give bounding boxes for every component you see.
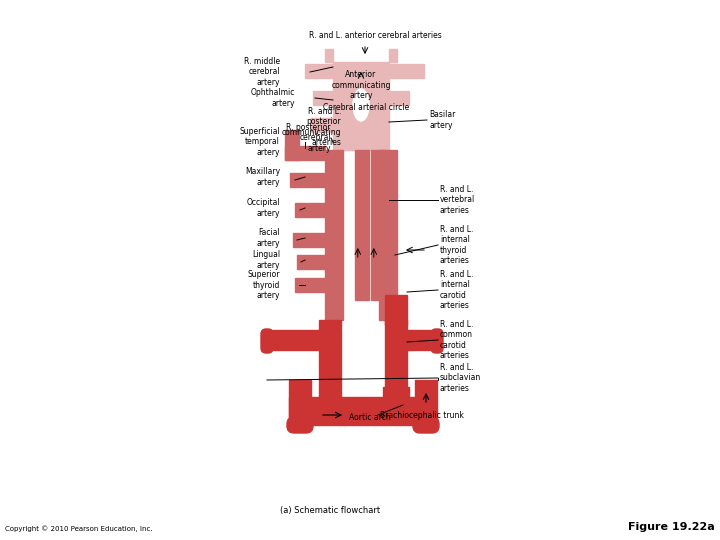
Text: R. middle
cerebral
artery: R. middle cerebral artery — [244, 57, 280, 87]
Bar — [385, 320, 407, 400]
Bar — [264, 330, 319, 350]
Text: Cerebral arterial circle: Cerebral arterial circle — [323, 103, 409, 111]
Bar — [371, 80, 389, 132]
Text: R. and L.
internal
carotid
arteries: R. and L. internal carotid arteries — [440, 270, 473, 310]
Bar — [325, 49, 333, 62]
Text: Superior
thyroid
artery: Superior thyroid artery — [248, 270, 280, 300]
Text: Maxillary
artery: Maxillary artery — [245, 167, 280, 187]
Text: Brachiocephalic trunk: Brachiocephalic trunk — [380, 410, 464, 420]
Bar — [389, 91, 409, 105]
FancyBboxPatch shape — [431, 329, 443, 353]
Text: Superficial
temporal
artery: Superficial temporal artery — [239, 127, 280, 157]
FancyBboxPatch shape — [287, 417, 313, 433]
Text: R. and L.
vertebral
arteries: R. and L. vertebral arteries — [440, 185, 475, 215]
Bar — [325, 150, 343, 320]
Text: R. and L.
internal
thyroid
arteries: R. and L. internal thyroid arteries — [440, 225, 473, 265]
Bar — [295, 203, 325, 217]
Bar — [289, 380, 311, 425]
Bar — [285, 146, 325, 160]
FancyBboxPatch shape — [261, 329, 273, 353]
Bar — [385, 295, 407, 325]
Bar — [285, 130, 299, 160]
Bar — [297, 255, 325, 269]
FancyBboxPatch shape — [413, 417, 439, 433]
Bar — [290, 173, 325, 187]
Bar — [371, 150, 385, 300]
Text: (a) Schematic flowchart: (a) Schematic flowchart — [280, 505, 380, 515]
Bar — [289, 397, 433, 425]
Text: Occipital
artery: Occipital artery — [246, 198, 280, 218]
Bar — [415, 380, 437, 425]
Bar — [333, 62, 389, 80]
Text: Figure 19.22a: Figure 19.22a — [629, 522, 715, 532]
Bar — [333, 80, 351, 132]
Bar — [389, 49, 397, 62]
Bar — [313, 91, 333, 105]
Bar — [333, 132, 389, 150]
Bar — [403, 330, 438, 350]
Ellipse shape — [335, 71, 387, 139]
Text: R. and L.
common
carotid
arteries: R. and L. common carotid arteries — [440, 320, 473, 360]
Ellipse shape — [353, 89, 369, 121]
Bar — [319, 320, 341, 400]
Bar — [383, 387, 409, 399]
Bar — [305, 64, 333, 78]
Text: Basilar
artery: Basilar artery — [429, 110, 455, 130]
Bar — [295, 278, 325, 292]
Text: R. and L.
posterior
communicating
arteries: R. and L. posterior communicating arteri… — [282, 107, 341, 147]
Text: Lingual
artery: Lingual artery — [252, 251, 280, 269]
Bar — [293, 233, 325, 247]
Text: R. posterior
cerebral
artery: R. posterior cerebral artery — [287, 123, 331, 153]
Bar — [355, 150, 369, 300]
Text: Ophthalmic
artery: Ophthalmic artery — [251, 89, 295, 107]
Text: Anterior
communicating
artery: Anterior communicating artery — [331, 70, 391, 100]
Text: Aortic arch: Aortic arch — [349, 413, 391, 422]
Text: R. and L.
subclavian
arteries: R. and L. subclavian arteries — [440, 363, 481, 393]
Bar — [379, 150, 397, 320]
Text: R. and L. anterior cerebral arteries: R. and L. anterior cerebral arteries — [309, 31, 441, 40]
Bar — [311, 118, 333, 132]
Text: Facial
artery: Facial artery — [256, 228, 280, 248]
Text: Copyright © 2010 Pearson Education, Inc.: Copyright © 2010 Pearson Education, Inc. — [5, 525, 153, 532]
Bar — [389, 64, 424, 78]
